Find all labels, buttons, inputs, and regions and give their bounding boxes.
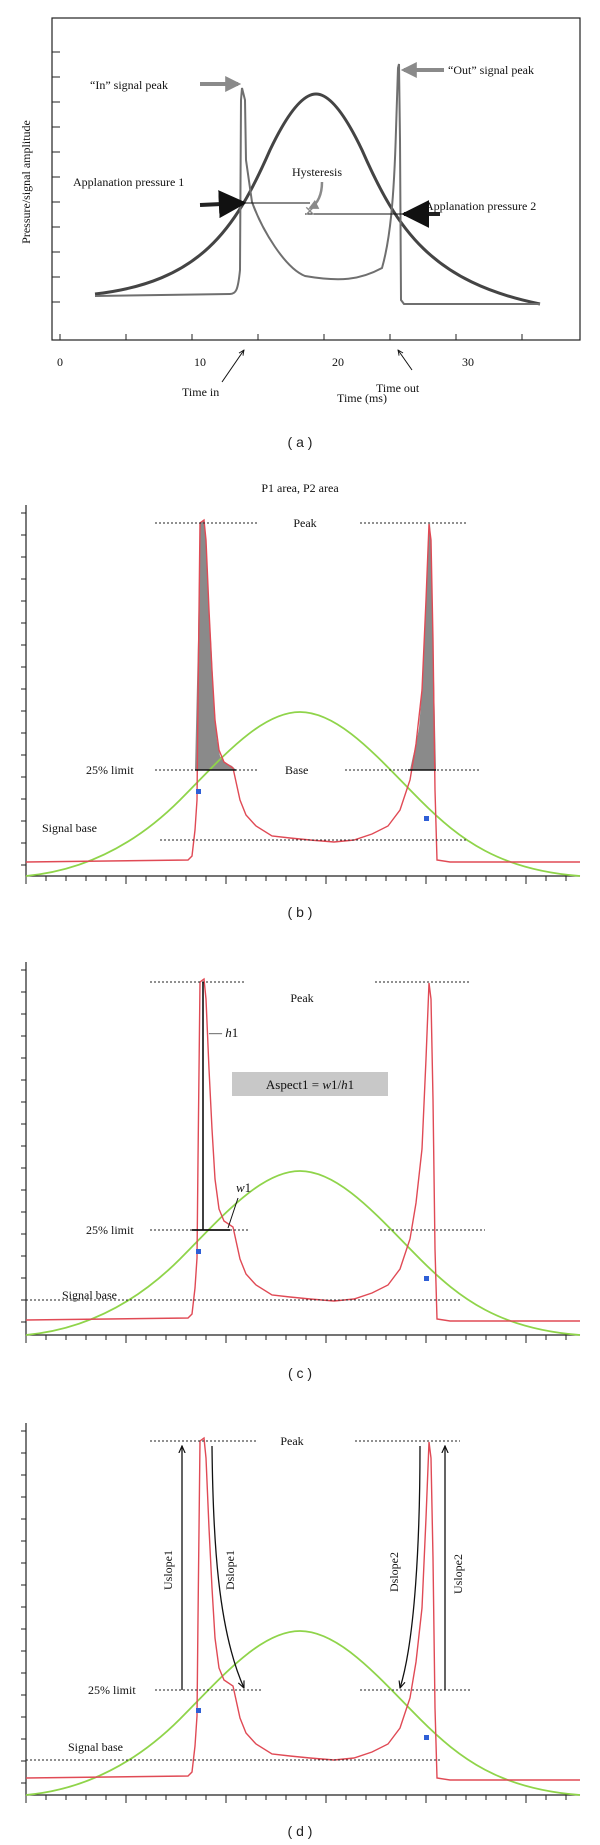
panel-d-y-ticks bbox=[21, 1430, 26, 1784]
applanation-marker-c1 bbox=[196, 1249, 201, 1254]
x-tick-30: 30 bbox=[462, 355, 474, 369]
panel-a: 0 10 20 30 Pressure/signal amplitude Tim… bbox=[19, 17, 581, 450]
p1-area bbox=[195, 520, 236, 770]
panel-d-caption: ( d ) bbox=[288, 1823, 313, 1839]
panel-d: Peak Uslope1 Dslope1 Dslope2 Uslope2 25%… bbox=[21, 1423, 581, 1839]
dslope2-arrow bbox=[400, 1445, 421, 1688]
x-tick-10: 10 bbox=[194, 355, 206, 369]
p2-area bbox=[410, 522, 436, 770]
panel-c-caption: ( c ) bbox=[288, 1365, 312, 1381]
applanation-marker-d1 bbox=[196, 1708, 201, 1713]
x-axis-label: Time (ms) bbox=[337, 391, 387, 405]
pressure-curve-b bbox=[25, 711, 581, 877]
peak-label-b: Peak bbox=[293, 516, 316, 530]
limit-label-d: 25% limit bbox=[88, 1683, 136, 1697]
y-axis-label: Pressure/signal amplitude bbox=[19, 120, 33, 244]
signal-base-label-b: Signal base bbox=[42, 821, 97, 835]
h1-label: — h1 bbox=[208, 1025, 238, 1040]
panel-b-y-ticks bbox=[21, 512, 26, 866]
hysteresis-marker: ✕ bbox=[304, 204, 316, 220]
w1-label: w1 bbox=[236, 1180, 251, 1195]
applanation-marker-c2 bbox=[424, 1276, 429, 1281]
base-label-b: Base bbox=[285, 763, 308, 777]
applanation-marker-b2 bbox=[424, 816, 429, 821]
time-out-label: Time out bbox=[376, 381, 420, 395]
peak-label-c: Peak bbox=[290, 991, 313, 1005]
panel-c-y-ticks bbox=[21, 969, 26, 1323]
x-tick-0: 0 bbox=[57, 355, 63, 369]
time-in-arrow bbox=[221, 350, 244, 383]
panel-b: P1 area, P2 area Peak 25% limit Base Sig… bbox=[21, 481, 581, 920]
applanation-2-label: Applanation pressure 2 bbox=[425, 199, 536, 213]
panel-b-title: P1 area, P2 area bbox=[261, 481, 339, 495]
in-peak-label: “In” signal peak bbox=[90, 78, 168, 92]
applanation-marker-b1 bbox=[196, 789, 201, 794]
pressure-curve-d bbox=[25, 1630, 581, 1796]
applanation-1-arrow bbox=[199, 190, 247, 219]
limit-label-b: 25% limit bbox=[86, 763, 134, 777]
panel-a-caption: ( a ) bbox=[288, 434, 313, 450]
signal-base-label-c: Signal base bbox=[62, 1288, 117, 1302]
panel-c-x-ticks bbox=[25, 1335, 567, 1343]
signal-curve-c bbox=[25, 977, 580, 1322]
applanation-1-label: Applanation pressure 1 bbox=[73, 175, 184, 189]
panel-a-x-ticks bbox=[59, 334, 523, 340]
pressure-curve-c bbox=[25, 1170, 581, 1336]
panel-c: Peak — h1 Aspect1 = w1/h1 w1 25% limit S… bbox=[21, 962, 581, 1381]
limit-label-c: 25% limit bbox=[86, 1223, 134, 1237]
panel-b-caption: ( b ) bbox=[288, 904, 313, 920]
uslope2-label: Uslope2 bbox=[451, 1554, 465, 1594]
x-tick-20: 20 bbox=[332, 355, 344, 369]
dslope1-label: Dslope1 bbox=[223, 1550, 237, 1590]
panel-a-frame bbox=[51, 17, 581, 341]
applanation-signal bbox=[94, 63, 540, 305]
signal-base-label-d: Signal base bbox=[68, 1740, 123, 1754]
hysteresis-label: Hysteresis bbox=[292, 165, 342, 179]
time-in-label: Time in bbox=[182, 385, 219, 399]
dslope1-arrow bbox=[211, 1445, 245, 1688]
panel-b-x-ticks bbox=[25, 876, 567, 884]
panel-a-y-ticks bbox=[52, 51, 60, 303]
applanation-marker-d2 bbox=[424, 1735, 429, 1740]
out-peak-label: “Out” signal peak bbox=[448, 63, 534, 77]
time-out-arrow bbox=[398, 350, 413, 371]
signal-curve-d bbox=[25, 1436, 580, 1781]
hysteresis-arrow bbox=[308, 181, 324, 210]
aspect-box bbox=[232, 1072, 388, 1096]
aspect-label: Aspect1 = w1/h1 bbox=[266, 1077, 354, 1092]
peak-label-d: Peak bbox=[280, 1434, 303, 1448]
signal-curve-b bbox=[25, 518, 580, 863]
pressure-curve bbox=[94, 92, 541, 306]
w1-leader bbox=[227, 1197, 239, 1229]
dslope2-label: Dslope2 bbox=[387, 1552, 401, 1592]
uslope1-label: Uslope1 bbox=[161, 1550, 175, 1590]
panel-d-x-ticks bbox=[25, 1795, 567, 1803]
